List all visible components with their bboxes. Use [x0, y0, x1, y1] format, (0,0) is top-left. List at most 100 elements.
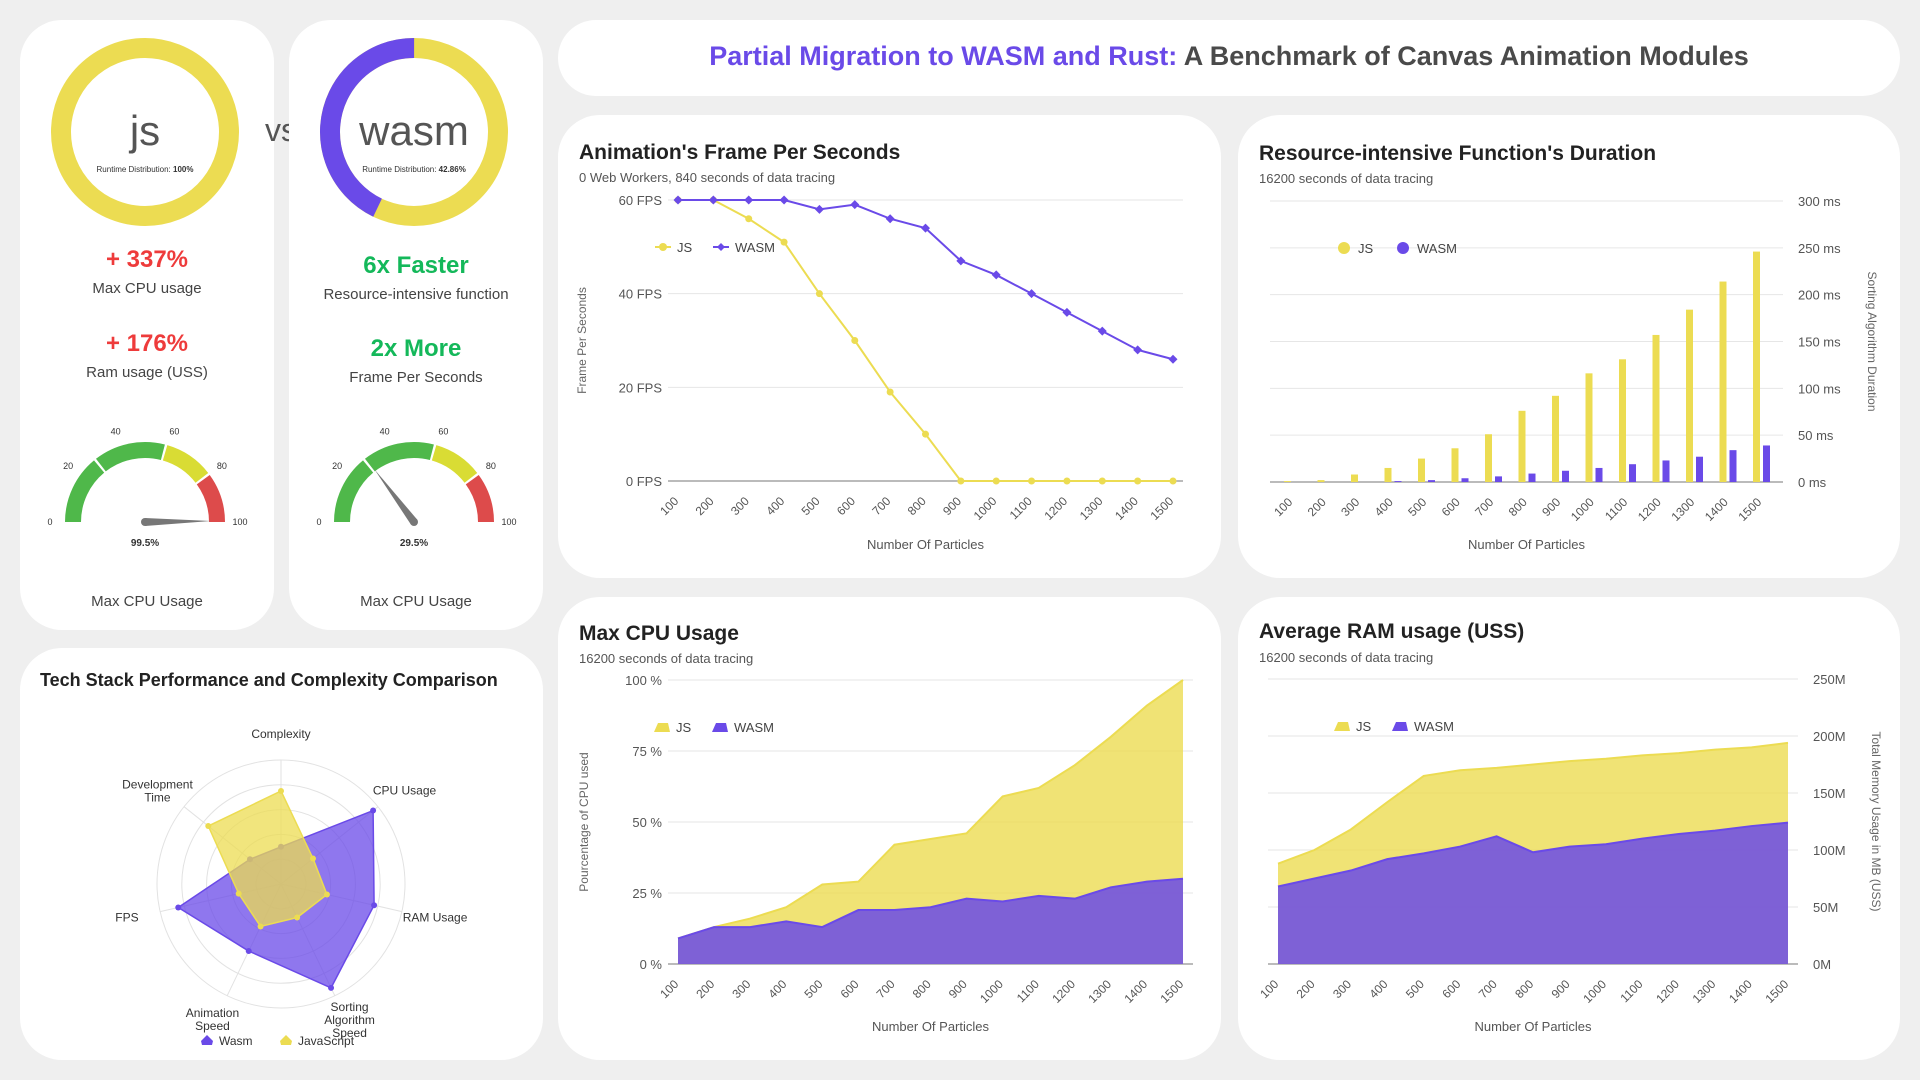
wasm-fps-label: Frame Per Seconds — [349, 369, 483, 386]
radar-chart: Complexity CPU Usage RAM Usage Sorting Algor… — [115, 727, 467, 1048]
radar-title: Tech Stack Performance and Complexity Co… — [40, 670, 498, 690]
x-tick-label: 900 — [940, 494, 964, 518]
line-point — [851, 337, 859, 344]
cpu-area-chart: 0 % 25 % 50 % 75 % 100 % 100 200 300 400 500 600 70… — [577, 673, 1193, 1034]
bar-wasm — [1595, 467, 1603, 482]
ram-chart-title: Average RAM usage (USS) — [1259, 620, 1525, 643]
x-tick-label: 800 — [1506, 495, 1530, 519]
js-summary-card: js Runtime Distribution: 100% + 337% Max… — [20, 20, 274, 630]
gauge-tick-label: 80 — [486, 461, 496, 471]
radar-axis-label: Development Time — [122, 777, 193, 804]
line-point — [1098, 477, 1106, 485]
y-tick-label: 75 % — [632, 744, 662, 759]
line-point — [1027, 289, 1037, 299]
fps-line-chart: 0 FPS 20 FPS 40 FPS 60 FPS 100 200 300 400 500 60… — [575, 193, 1183, 552]
line-point — [708, 195, 718, 205]
legend-label: JS — [676, 720, 692, 735]
x-tick-label: 300 — [1338, 495, 1362, 519]
radar-point — [370, 807, 377, 814]
js-ram-value: + 176% — [105, 330, 189, 357]
y-tick-label: 25 % — [632, 886, 662, 901]
duration-chart-subtitle: 16200 seconds of data tracing — [1259, 171, 1434, 186]
js-runtime-ring: js Runtime Distribution: 100% — [51, 38, 239, 226]
line-point — [744, 195, 754, 205]
x-tick-label: 600 — [834, 494, 858, 518]
y-tick-label: 300 ms — [1798, 194, 1841, 209]
y-axis-title: Sorting Algorithm Duration — [1865, 271, 1879, 411]
radar-series-javascript — [207, 789, 328, 928]
radar-legend-swatch — [201, 1035, 213, 1045]
gauge-value-label: 29.5% — [400, 538, 428, 549]
x-axis-title: Number Of Particles — [872, 1019, 990, 1034]
fps-chart-title: Animation's Frame Per Seconds — [579, 141, 901, 164]
area-line-wasm — [677, 877, 1184, 940]
legend-label: JS — [677, 240, 693, 255]
js-cpu-gauge: 0 20 40 60 80 100 99.5% — [47, 427, 247, 549]
bar-js — [1317, 480, 1325, 482]
cpu-chart-subtitle: 16200 seconds of data tracing — [579, 651, 754, 666]
bar-js — [1619, 359, 1626, 482]
x-tick-label: 1000 — [1580, 977, 1609, 1006]
line-point — [815, 290, 823, 298]
fps-chart-card: Animation's Frame Per Seconds 0 Web Work… — [558, 115, 1221, 578]
wasm-ring-arc — [320, 38, 508, 226]
radar-axis-label: Complexity — [251, 727, 310, 741]
line-point — [780, 238, 788, 246]
line-point — [921, 223, 930, 233]
x-tick-label: 1100 — [1602, 495, 1630, 523]
gauge-needle — [374, 469, 418, 525]
y-tick-label: 50M — [1813, 900, 1838, 915]
bar-wasm — [1528, 473, 1536, 482]
x-tick-label: 300 — [1330, 977, 1354, 1001]
header-banner: Partial Migration to WASM and Rust: A Be… — [558, 20, 1900, 96]
line-point — [956, 256, 966, 266]
gauge-segment — [196, 474, 225, 523]
legend-label: WASM — [734, 720, 774, 735]
bar-wasm — [1763, 445, 1770, 482]
bar-js — [1284, 481, 1291, 482]
bar-js — [1552, 395, 1559, 482]
line-point — [886, 388, 894, 396]
js-ring-label: js — [128, 107, 160, 154]
x-tick-label: 700 — [874, 977, 898, 1001]
line-point — [745, 215, 753, 223]
radar-point — [278, 788, 284, 794]
x-tick-label: 1100 — [1014, 977, 1042, 1005]
wasm-cpu-gauge: 0 20 40 60 80 100 29.5% — [316, 427, 516, 549]
x-tick-label: 1500 — [1148, 494, 1177, 523]
radar-axis-label: Animation Speed — [186, 1006, 239, 1033]
line-point — [1169, 477, 1177, 485]
area-series-wasm — [1278, 822, 1788, 964]
radar-legend-swatch — [280, 1035, 292, 1045]
x-tick-label: 800 — [905, 494, 929, 518]
y-tick-label: 150 ms — [1798, 335, 1841, 350]
gauge-segment — [65, 460, 105, 523]
gauge-tick-label: 0 — [316, 517, 321, 527]
x-tick-label: 500 — [1403, 977, 1427, 1001]
gauge-tick-label: 20 — [63, 461, 73, 471]
gauge-tick-label: 60 — [169, 427, 179, 437]
gauge-tick-label: 0 — [47, 517, 52, 527]
gauge-tick-label: 40 — [111, 427, 121, 437]
js-cpu-value: + 337% — [105, 246, 189, 273]
wasm-speed-stat: 6x Faster Resource-intensive function — [289, 252, 543, 303]
x-tick-label: 800 — [910, 977, 934, 1001]
x-tick-label: 1300 — [1669, 495, 1698, 524]
x-tick-label: 300 — [729, 977, 753, 1001]
x-tick-label: 1000 — [1568, 495, 1597, 524]
x-tick-label: 1000 — [977, 977, 1006, 1006]
y-tick-label: 60 FPS — [619, 193, 663, 208]
x-tick-label: 1300 — [1690, 977, 1719, 1006]
legend-label: JS — [1358, 241, 1374, 256]
x-tick-label: 500 — [799, 494, 823, 518]
y-tick-label: 100 % — [625, 673, 662, 688]
x-tick-label: 200 — [693, 494, 717, 518]
x-tick-label: 700 — [869, 494, 893, 518]
wasm-fps-value: 2x More — [370, 335, 462, 362]
bar-js — [1351, 474, 1358, 482]
bar-wasm — [1394, 481, 1402, 482]
line-point — [673, 195, 683, 205]
radar-point — [257, 923, 264, 930]
x-tick-label: 1500 — [1736, 495, 1765, 524]
wasm-summary-card: wasm Runtime Distribution: 42.86% 6x Fas… — [289, 20, 543, 630]
